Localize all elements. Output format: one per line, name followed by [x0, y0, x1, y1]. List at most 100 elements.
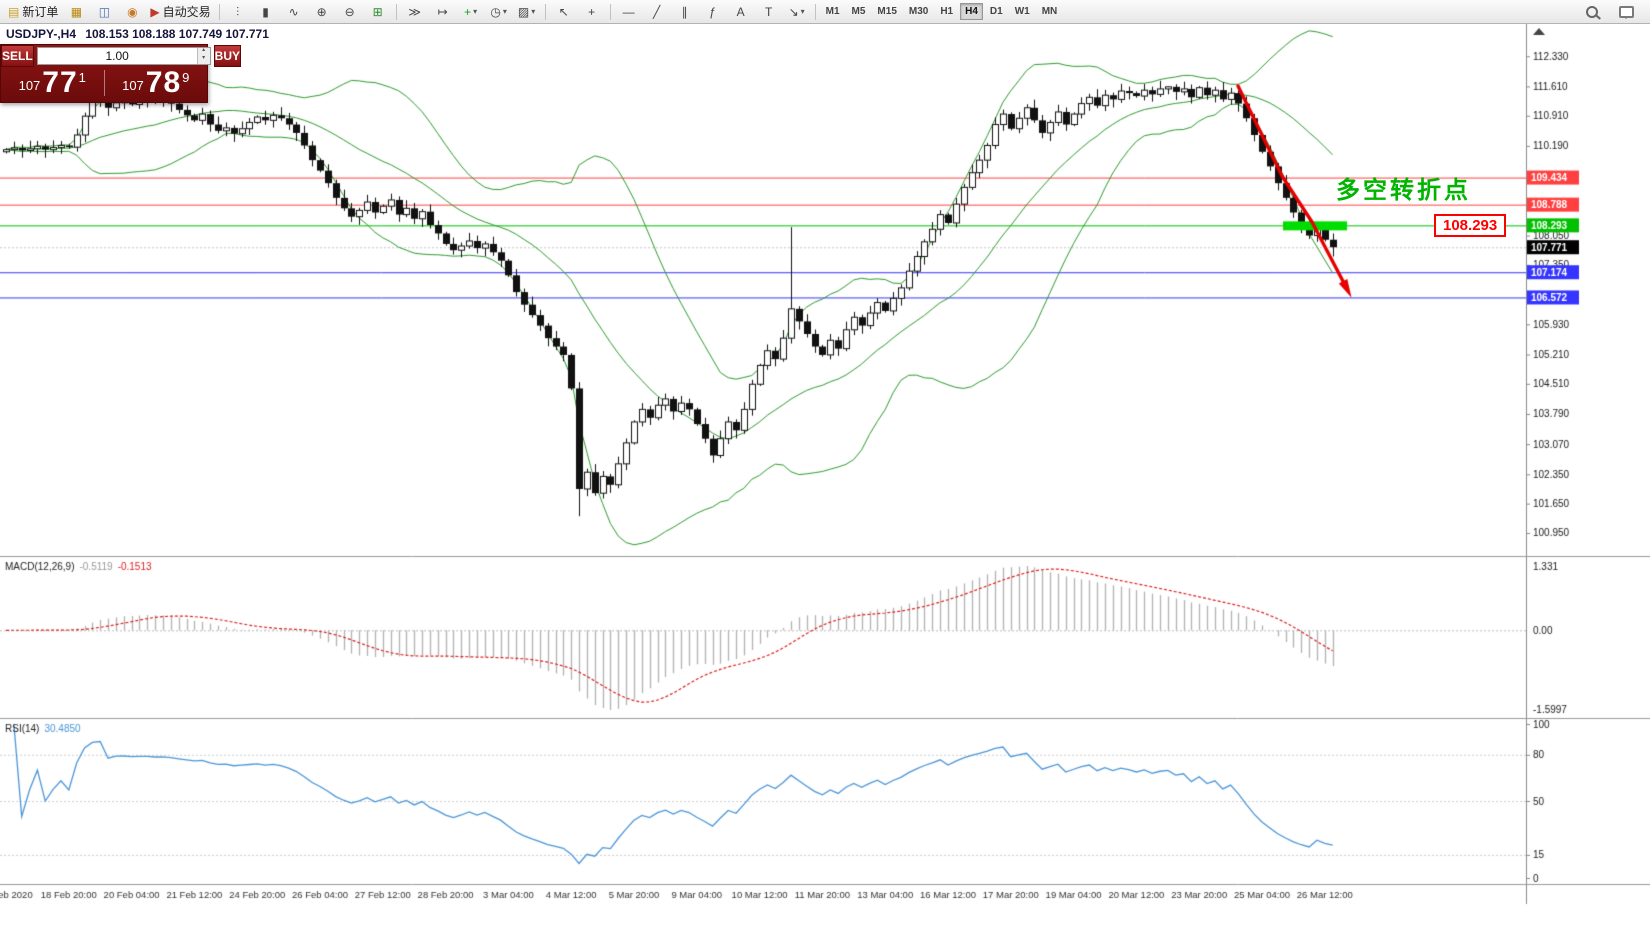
bar-chart-icon: ⫶	[236, 4, 240, 19]
cursor-button[interactable]: ↖	[550, 1, 578, 22]
price-callout: 108.293	[1434, 214, 1507, 237]
equidistant-channel-button[interactable]: ∥	[671, 1, 699, 22]
candlestick-chart-icon: ▮	[262, 4, 269, 19]
sell-price-prefix: 107	[18, 78, 41, 93]
templates-button[interactable]: ▨ ▾	[513, 1, 541, 22]
tile-windows-icon: ⊞	[372, 4, 383, 19]
autotrading-button-label: 自动交易	[162, 5, 211, 19]
candlestick-chart-button[interactable]: ▮	[252, 1, 280, 22]
trendline-button[interactable]: ╱	[643, 1, 671, 22]
dropdown-caret-icon[interactable]: ▾	[473, 7, 478, 16]
chart-title: USDJPY-,H4 108.153 108.188 107.749 107.7…	[6, 27, 269, 41]
dropdown-caret-icon[interactable]: ▾	[531, 7, 536, 16]
new-chart-button[interactable]: ▦	[62, 1, 90, 22]
buy-price-prefix: 107	[122, 78, 144, 93]
toolbar: ▤ 新订单 ▦ ◫ ◉ ▶ 自动交易 ⫶ ▮ ∿ ⊕ ⊖ ⊞ ≫ ↦ + ▾ ◷ ▾ ▨ ▾ ↖ + — ╱ ∥ ƒ A T ↘ ▾ M1 M5…	[0, 0, 1650, 24]
arrows-icon: ↘	[788, 4, 799, 19]
toolbar-separator	[814, 3, 816, 20]
toolbar-separator	[395, 3, 397, 20]
horizontal-line-button[interactable]: —	[615, 1, 643, 22]
timeframe-d1-button[interactable]: D1	[989, 6, 1003, 17]
sell-price[interactable]: 107 77 1	[3, 66, 102, 99]
text-label-button[interactable]: T	[755, 1, 783, 22]
buy-price-sup: 9	[182, 70, 190, 85]
buy-price[interactable]: 107 78 9	[107, 68, 206, 98]
price-divider	[103, 70, 105, 96]
turning-point-label: 多空转折点	[1336, 177, 1471, 204]
autotrading-icon: ▶	[150, 4, 160, 19]
toolbar-separator	[609, 3, 611, 20]
fibonacci-button[interactable]: ƒ	[699, 1, 727, 22]
periods-icon: ◷	[490, 4, 501, 19]
sell-price-sup: 1	[78, 70, 86, 85]
ohlc-values: 108.153 108.188 107.749 107.771	[85, 27, 269, 41]
indicators-icon: +	[464, 4, 472, 19]
profiles-button[interactable]: ◫	[90, 1, 118, 22]
timeframe-m5-button[interactable]: M5	[851, 6, 866, 17]
chart-shift-button[interactable]: ↦	[429, 1, 457, 22]
new-order-button[interactable]: ▤ 新订单	[4, 1, 62, 22]
chat-button[interactable]	[1612, 1, 1640, 22]
horizontal-line-icon: —	[622, 4, 635, 19]
one-click-price-row: 107 77 1 107 78 9	[1, 67, 207, 102]
timeframe-m15-button[interactable]: M15	[877, 6, 897, 17]
timeframe-w1-button[interactable]: W1	[1014, 6, 1030, 17]
profiles-icon: ◫	[98, 4, 111, 19]
arrows-button[interactable]: ↘ ▾	[783, 1, 811, 22]
search-icon	[1586, 5, 1598, 18]
timeframe-h1-button[interactable]: H1	[940, 6, 954, 17]
timeframe-m1-button[interactable]: M1	[825, 6, 840, 17]
sell-price-big: 77	[42, 66, 78, 99]
volume-input[interactable]	[37, 48, 197, 64]
search-button[interactable]	[1578, 1, 1606, 22]
zoom-in-icon: ⊕	[316, 4, 327, 19]
line-chart-button[interactable]: ∿	[280, 1, 308, 22]
symbol-period-label: USDJPY-,H4	[6, 27, 77, 41]
volume-spinner: ▴ ▾	[196, 47, 210, 64]
sell-button[interactable]: SELL	[1, 45, 34, 67]
bar-chart-button[interactable]: ⫶	[224, 1, 252, 22]
timeframe-h4-button[interactable]: H4	[960, 3, 983, 20]
autotrading-button[interactable]: ▶ 自动交易	[146, 1, 214, 22]
fibonacci-icon: ƒ	[709, 4, 716, 19]
volume-up-button[interactable]: ▴	[197, 47, 210, 56]
toolbar-right-group	[1578, 1, 1646, 22]
timeframe-mn-button[interactable]: MN	[1041, 6, 1058, 17]
chart-window: USDJPY-,H4 108.153 108.188 107.749 107.7…	[0, 24, 1650, 950]
toolbar-separator	[218, 3, 220, 20]
text-label-icon: T	[764, 4, 773, 19]
zoom-out-icon: ⊖	[344, 4, 355, 19]
dropdown-caret-icon[interactable]: ▾	[502, 7, 507, 16]
cursor-icon: ↖	[558, 4, 569, 19]
volume-box: ▴▾	[36, 47, 211, 65]
volume-down-button[interactable]: ▾	[197, 55, 210, 64]
trendline-icon: ╱	[652, 4, 661, 19]
buy-button[interactable]: BUY	[213, 45, 242, 67]
community-button[interactable]: ◉	[118, 1, 146, 22]
auto-scroll-icon: ≫	[408, 4, 421, 19]
auto-scroll-button[interactable]: ≫	[401, 1, 429, 22]
one-click-top-row: SELL ▴▾ BUY	[1, 45, 242, 67]
zoom-out-button[interactable]: ⊖	[336, 1, 364, 22]
dropdown-caret-icon[interactable]: ▾	[800, 7, 805, 16]
chart-shift-icon: ↦	[437, 4, 448, 19]
community-icon: ◉	[127, 4, 138, 19]
zoom-in-button[interactable]: ⊕	[308, 1, 336, 22]
crosshair-icon: +	[588, 4, 596, 19]
crosshair-button[interactable]: +	[578, 1, 606, 22]
text-button[interactable]: A	[727, 1, 755, 22]
chart-canvas[interactable]	[0, 24, 1650, 950]
equidistant-channel-icon: ∥	[681, 4, 688, 19]
chat-icon	[1618, 5, 1634, 19]
new-chart-icon: ▦	[70, 4, 83, 19]
new-order-button-label: 新订单	[22, 5, 59, 19]
toolbar-separator	[544, 3, 546, 20]
tile-windows-button[interactable]: ⊞	[364, 1, 392, 22]
timeframe-m30-button[interactable]: M30	[908, 6, 929, 17]
line-chart-icon: ∿	[288, 4, 299, 19]
templates-icon: ▨	[517, 4, 530, 19]
periods-button[interactable]: ◷ ▾	[485, 1, 513, 22]
indicators-button[interactable]: + ▾	[457, 1, 485, 22]
new-order-icon: ▤	[8, 4, 20, 19]
